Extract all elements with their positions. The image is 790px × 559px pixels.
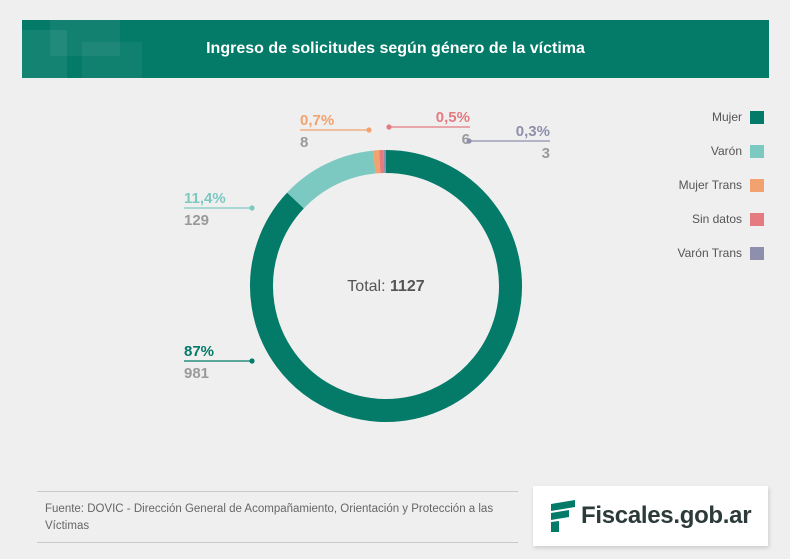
legend-swatch-sin-datos — [750, 212, 764, 226]
legend-item-mujer-trans: Mujer Trans — [678, 168, 764, 202]
legend-swatch-mujer-trans — [750, 178, 764, 192]
center-total-label: Total: 1127 — [347, 278, 425, 295]
fiscales-logo: Fiscales.gob.ar — [533, 486, 768, 546]
chart-legend: Mujer Varón Mujer Trans Sin datos Varón Tran… — [678, 100, 764, 270]
value-label-varon: 129 — [184, 212, 209, 229]
legend-item-mujer: Mujer — [678, 100, 764, 134]
leader-dot-mujer — [249, 358, 255, 364]
fiscales-logo-icon — [551, 500, 575, 532]
value-label-mujer-trans: 8 — [300, 134, 308, 151]
legend-swatch-varon — [750, 144, 764, 158]
legend-item-varon: Varón — [678, 134, 764, 168]
legend-label-mujer-trans: Mujer Trans — [678, 178, 742, 192]
percent-label-sin-datos: 0,5% — [436, 109, 470, 126]
legend-label-varon-trans: Varón Trans — [677, 246, 742, 260]
legend-label-varon: Varón — [710, 144, 742, 158]
source-note: Fuente: DOVIC - Dirección General de Aco… — [37, 491, 518, 543]
value-label-mujer: 981 — [184, 365, 209, 382]
legend-item-varon-trans: Varón Trans — [678, 236, 764, 270]
value-label-sin-datos: 6 — [462, 131, 470, 148]
header-decoration — [22, 30, 67, 78]
chart-header: Ingreso de solicitudes según género de l… — [22, 20, 769, 78]
legend-label-mujer: Mujer — [711, 110, 742, 124]
chart-title: Ingreso de solicitudes según género de l… — [206, 40, 585, 57]
leader-dot-sin-datos — [386, 124, 392, 130]
legend-label-sin-datos: Sin datos — [691, 212, 742, 226]
header-decoration — [82, 42, 142, 78]
percent-label-mujer: 87% — [184, 343, 214, 360]
header-decoration — [50, 20, 120, 56]
leader-dot-varon-trans — [466, 138, 472, 144]
value-label-varon-trans: 3 — [542, 145, 550, 162]
percent-label-varon: 11,4% — [184, 190, 226, 207]
percent-label-mujer-trans: 0,7% — [300, 112, 334, 129]
slice-varon — [287, 150, 376, 209]
leader-dot-mujer-trans — [366, 127, 372, 133]
logo-text: Fiscales.gob.ar — [581, 502, 752, 529]
legend-swatch-mujer — [750, 110, 764, 124]
leader-dot-varon — [249, 205, 255, 211]
percent-label-varon-trans: 0,3% — [516, 123, 550, 140]
legend-swatch-varon-trans — [750, 246, 764, 260]
slice-mujer — [250, 150, 522, 422]
legend-item-sin-datos: Sin datos — [678, 202, 764, 236]
